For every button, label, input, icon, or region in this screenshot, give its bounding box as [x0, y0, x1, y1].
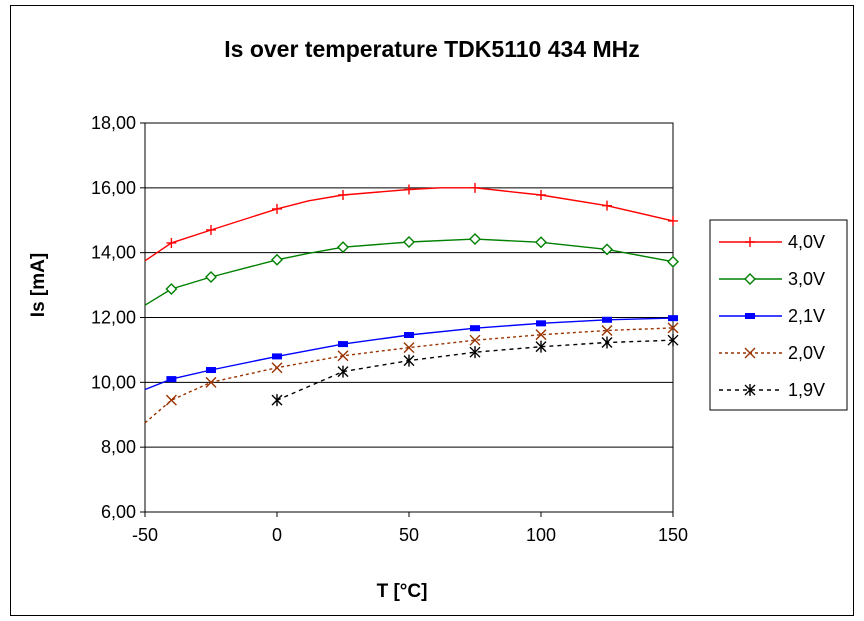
data-point-4-0v — [668, 215, 678, 226]
series-line-2-1v — [144, 317, 674, 391]
y-axis-title: Is [mA] — [28, 253, 49, 317]
legend-label-2-1v: 2,1V — [788, 306, 825, 326]
data-point-2-1v — [404, 332, 414, 339]
data-point-3-0v — [601, 243, 613, 256]
data-point-2-0v — [271, 362, 283, 374]
data-point-1-9v — [337, 365, 349, 378]
x-tick-label: 0 — [272, 525, 282, 545]
data-point-1-9v — [667, 334, 679, 347]
legend-label-1-9v: 1,9V — [788, 380, 825, 400]
y-tick-label: 18,00 — [91, 113, 136, 133]
x-axis-title: T [°C] — [377, 581, 428, 602]
data-point-3-0v — [271, 253, 283, 266]
chart-title: Is over temperature TDK5110 434 MHz — [224, 36, 639, 62]
legend-marker-4-0v — [745, 237, 755, 247]
series-1-9v — [271, 334, 679, 407]
data-point-2-0v — [601, 324, 613, 336]
data-point-2-0v — [205, 376, 217, 388]
data-point-2-0v — [165, 394, 177, 406]
data-point-3-0v — [165, 282, 178, 295]
x-tick-label: 100 — [526, 525, 556, 545]
data-point-4-0v — [272, 203, 282, 214]
data-point-2-1v — [668, 315, 678, 322]
data-point-2-0v — [469, 334, 481, 346]
legend-marker-3-0v — [744, 273, 756, 285]
data-point-4-0v — [602, 200, 612, 211]
data-point-3-0v — [403, 235, 415, 248]
data-point-2-1v — [166, 376, 177, 383]
data-point-2-0v — [337, 350, 349, 362]
legend-marker-2-1v — [745, 313, 755, 319]
legend-label-3-0v: 3,0V — [788, 269, 825, 289]
y-tick-label: 12,00 — [91, 308, 136, 328]
series-line-2-0v — [144, 327, 674, 424]
y-tick-label: 10,00 — [91, 372, 136, 392]
series-line-4-0v — [144, 187, 674, 262]
data-point-4-0v — [404, 184, 414, 195]
data-point-4-0v — [536, 189, 546, 200]
data-point-3-0v — [205, 270, 217, 283]
series-2-1v — [144, 315, 678, 391]
data-point-3-0v — [667, 255, 679, 268]
data-point-2-0v — [667, 322, 679, 334]
y-tick-label: 16,00 — [91, 178, 136, 198]
y-tick-label: 6,00 — [101, 502, 136, 522]
series-3-0v — [144, 233, 679, 306]
data-point-2-0v — [535, 329, 547, 341]
legend-marker-1-9v — [744, 384, 756, 396]
legend-box — [709, 219, 848, 411]
data-point-2-0v — [403, 342, 415, 354]
series-2-0v — [144, 322, 679, 424]
data-point-2-1v — [602, 316, 612, 323]
data-point-2-1v — [338, 341, 348, 348]
data-point-3-0v — [337, 241, 349, 254]
data-point-2-1v — [536, 320, 546, 327]
data-point-4-0v — [166, 237, 177, 248]
legend-label-4-0v: 4,0V — [788, 232, 825, 252]
series-4-0v — [144, 182, 678, 262]
data-point-2-1v — [272, 353, 282, 360]
data-point-4-0v — [338, 189, 348, 200]
data-point-3-0v — [469, 233, 481, 246]
legend-marker-2-0v — [744, 347, 756, 359]
data-point-1-9v — [535, 340, 547, 353]
data-point-1-9v — [469, 346, 481, 359]
data-point-4-0v — [470, 182, 480, 193]
x-tick-label: -50 — [132, 525, 158, 545]
y-tick-label: 14,00 — [91, 243, 136, 263]
data-point-1-9v — [601, 336, 613, 349]
x-tick-label: 50 — [399, 525, 419, 545]
legend-label-2-0v: 2,0V — [788, 343, 825, 363]
data-point-2-1v — [206, 367, 216, 374]
y-tick-label: 8,00 — [101, 437, 136, 457]
data-point-1-9v — [403, 354, 415, 367]
data-point-2-1v — [470, 325, 480, 332]
plot-area: 6,00 8,00 10,00 12,00 14,00 16,00 18,00 -50 0 50 1… — [91, 113, 688, 545]
data-point-4-0v — [206, 224, 216, 235]
x-tick-label: 150 — [658, 525, 688, 545]
legend: 4,0V 3,0V 2,1V 2,0V 1,9V — [709, 219, 848, 411]
data-point-3-0v — [535, 236, 547, 249]
data-point-1-9v — [271, 394, 283, 407]
